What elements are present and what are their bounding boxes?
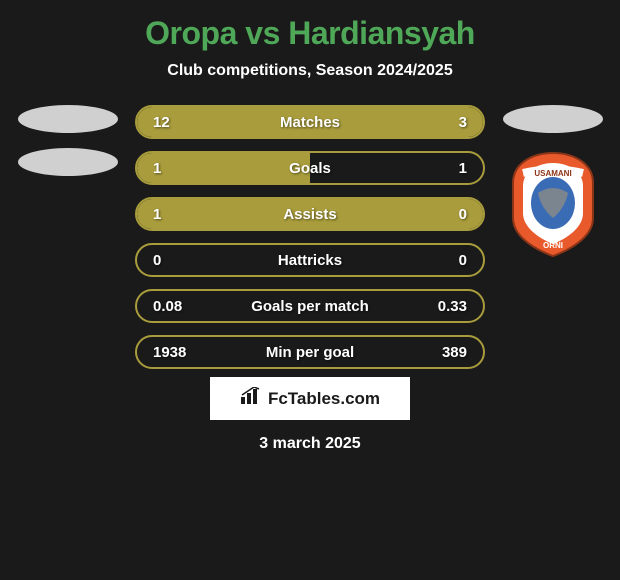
stat-label: Goals [289,160,331,177]
stat-bar-goals-per-match: 0.08 Goals per match 0.33 [135,289,485,323]
main-container: Oropa vs Hardiansyah Club competitions, … [0,0,620,468]
generation-date: 3 march 2025 [259,435,360,453]
bar-fill-right [414,107,483,137]
stat-label: Min per goal [266,344,354,361]
stat-right-value: 0 [459,252,467,269]
stat-right-value: 389 [442,344,467,361]
crest-text-bottom: ORNI [543,241,563,250]
stat-right-value: 1 [459,160,467,177]
bar-fill-left [137,107,414,137]
page-subtitle: Club competitions, Season 2024/2025 [167,62,452,80]
player-placeholder-ellipse [18,105,118,133]
stat-right-value: 3 [459,114,467,131]
stats-column: 12 Matches 3 1 Goals 1 1 Assists 0 [135,105,485,369]
stat-right-value: 0 [459,206,467,223]
stat-bar-hattricks: 0 Hattricks 0 [135,243,485,277]
stat-left-value: 1 [153,160,161,177]
stat-left-value: 0.08 [153,298,182,315]
crest-text-top: USAMANI [534,169,571,178]
stat-label: Matches [280,114,340,131]
comparison-row: 12 Matches 3 1 Goals 1 1 Assists 0 [10,105,610,369]
stat-bar-goals: 1 Goals 1 [135,151,485,185]
stat-left-value: 1938 [153,344,186,361]
stat-label: Hattricks [278,252,342,269]
chart-icon [240,387,262,410]
stat-bar-matches: 12 Matches 3 [135,105,485,139]
player-placeholder-ellipse [503,105,603,133]
right-player-column: USAMANI ORNI [495,105,610,258]
page-title: Oropa vs Hardiansyah [145,15,475,52]
stat-bar-assists: 1 Assists 0 [135,197,485,231]
branding-logo[interactable]: FcTables.com [210,377,410,420]
stat-left-value: 12 [153,114,170,131]
club-placeholder-ellipse [18,148,118,176]
logo-text: FcTables.com [268,389,380,409]
crest-icon: USAMANI ORNI [503,148,603,258]
stat-label: Goals per match [251,298,369,315]
stat-right-value: 0.33 [438,298,467,315]
stat-left-value: 1 [153,206,161,223]
stat-label: Assists [283,206,336,223]
stat-bar-min-per-goal: 1938 Min per goal 389 [135,335,485,369]
club-crest: USAMANI ORNI [503,148,603,258]
left-player-column [10,105,125,176]
stat-left-value: 0 [153,252,161,269]
bar-fill-left [137,153,310,183]
